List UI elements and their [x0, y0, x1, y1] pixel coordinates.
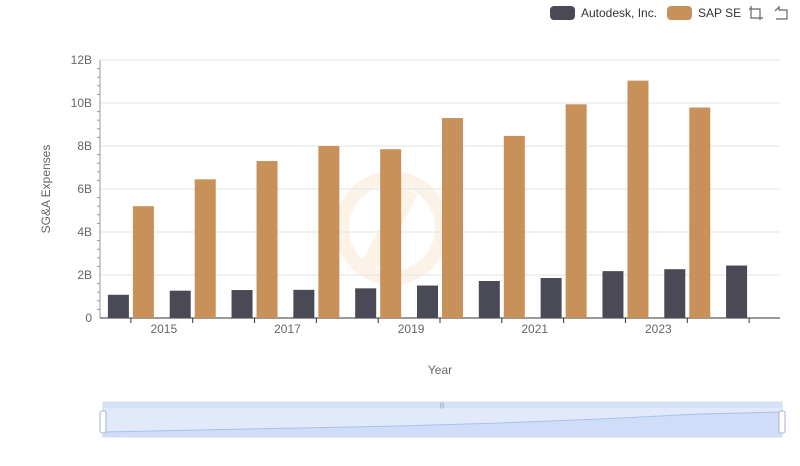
bar-sap-2023[interactable]: [689, 107, 711, 318]
zoom-top-bar[interactable]: [103, 402, 782, 408]
bar-sap-2014[interactable]: [132, 206, 154, 318]
y-tick-label: 12B: [71, 53, 92, 67]
bar-sap-2016[interactable]: [256, 161, 278, 318]
legend-swatch-autodesk: [550, 6, 575, 20]
zoom-handle-right[interactable]: [778, 410, 786, 434]
legend-swatch-sap: [667, 6, 693, 20]
bar-autodesk-2021[interactable]: [540, 278, 562, 318]
zoom-select-icon[interactable]: [748, 5, 764, 21]
y-axis-title: SG&A Expenses: [39, 145, 53, 234]
y-tick-label: 10B: [71, 96, 92, 110]
bar-sap-2021[interactable]: [565, 104, 587, 318]
y-tick-label: 8B: [77, 139, 92, 153]
bar-autodesk-2017[interactable]: [293, 289, 315, 318]
data-zoom-slider[interactable]: |||: [99, 401, 786, 438]
bar-autodesk-2016[interactable]: [231, 290, 253, 318]
y-tick-label: 6B: [77, 182, 92, 196]
legend-item-autodesk[interactable]: Autodesk, Inc.: [550, 6, 657, 20]
bar-autodesk-2015[interactable]: [169, 290, 191, 318]
x-tick-label: 2015: [150, 322, 177, 336]
legend: Autodesk, Inc. SAP SE: [550, 3, 751, 23]
bar-sap-2020[interactable]: [503, 135, 525, 318]
svg-text:|||: |||: [440, 403, 445, 409]
bar-sap-2019[interactable]: [442, 118, 463, 318]
y-tick-label: 4B: [77, 225, 92, 239]
zoom-reset-icon[interactable]: [773, 5, 789, 21]
x-tick-label: 2017: [274, 322, 301, 336]
x-tick-label: 2019: [398, 322, 425, 336]
bar-sap-2022[interactable]: [627, 80, 649, 318]
bar-autodesk-2023[interactable]: [664, 269, 686, 318]
x-tick-label: 2021: [521, 322, 548, 336]
bar-sap-2017[interactable]: [318, 146, 340, 318]
x-axis-title: Year: [428, 363, 452, 377]
bar-autodesk-2024[interactable]: [726, 265, 748, 318]
bar-autodesk-2019[interactable]: [417, 285, 438, 318]
x-tick-label: 2023: [645, 322, 672, 336]
bar-autodesk-2020[interactable]: [478, 281, 500, 318]
bar-autodesk-2018[interactable]: [355, 288, 377, 318]
bar-sap-2015[interactable]: [194, 179, 216, 318]
bar-sap-2018[interactable]: [380, 149, 402, 318]
legend-item-sap[interactable]: SAP SE: [667, 6, 741, 20]
bar-autodesk-2022[interactable]: [602, 271, 624, 318]
legend-label-autodesk: Autodesk, Inc.: [581, 6, 658, 20]
legend-label-sap: SAP SE: [698, 6, 742, 20]
bar-autodesk-2014[interactable]: [107, 294, 129, 318]
y-tick-label: 0: [85, 311, 92, 325]
zoom-handle-left[interactable]: [99, 410, 107, 434]
y-tick-label: 2B: [77, 268, 92, 282]
